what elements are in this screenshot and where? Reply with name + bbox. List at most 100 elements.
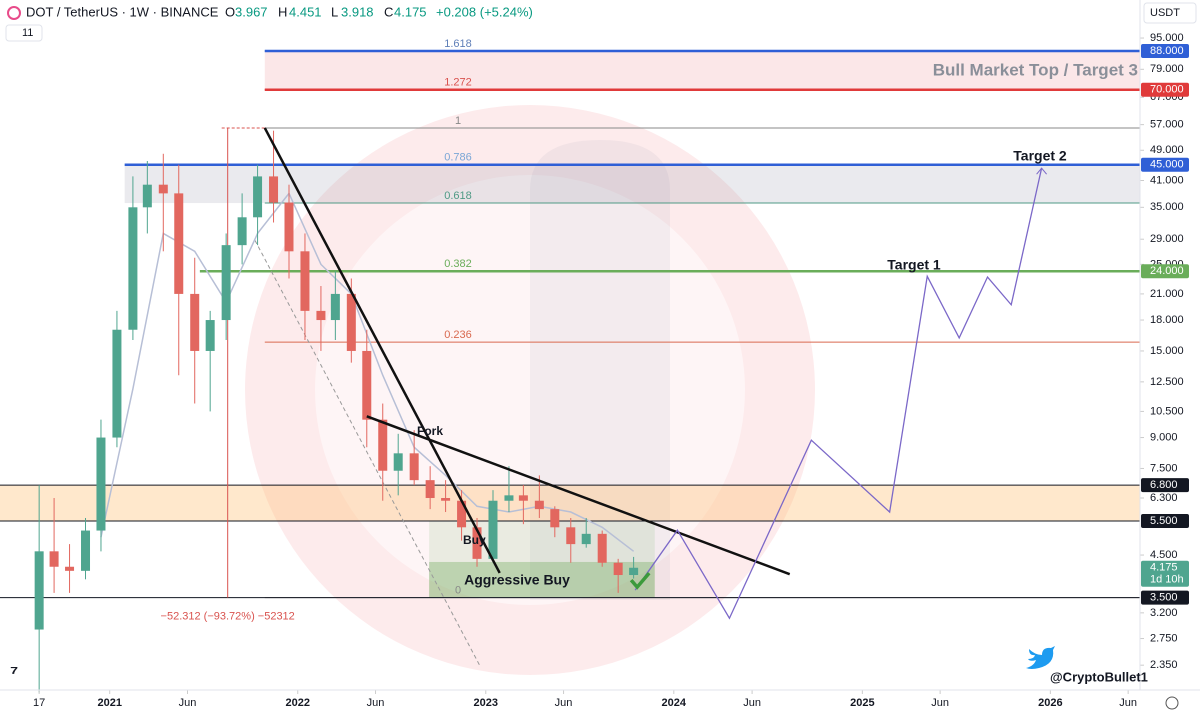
y-tick-label: 9.000 — [1150, 431, 1178, 443]
candle-body — [269, 176, 279, 203]
tv-logo[interactable]: ⁷ — [10, 662, 18, 684]
y-tick-label: 10.500 — [1150, 405, 1184, 417]
candle-body — [613, 562, 623, 576]
candle-body — [221, 245, 231, 321]
x-tick-label: 2021 — [97, 697, 121, 709]
zone — [0, 485, 1140, 522]
overlay: 95.00079.00067.00057.00049.00041.00035.0… — [33, 32, 1189, 709]
candle-body — [550, 509, 560, 528]
annotation: Target 2 — [1013, 148, 1067, 164]
current-price: 4.175 — [1150, 562, 1178, 574]
indicators-toggle[interactable] — [5, 24, 43, 42]
y-tick-label: 29.000 — [1150, 233, 1184, 245]
projection-arrow — [1036, 167, 1047, 175]
watermark-handle: @CryptoBullet1 — [1050, 669, 1148, 684]
candle-body — [34, 551, 44, 630]
x-tick-label: Jun — [367, 697, 385, 709]
x-tick-label: Jun — [931, 697, 949, 709]
y-tick-label: 35.000 — [1150, 201, 1184, 213]
candle-body — [81, 530, 91, 571]
fib-label: 1.618 — [444, 38, 472, 50]
zone — [264, 51, 1140, 90]
y-tick-label: 79.000 — [1150, 63, 1184, 75]
level-tag-label: 6.800 — [1150, 479, 1178, 491]
annotation: Aggressive Buy — [464, 572, 570, 588]
level-tag-label: 24.000 — [1150, 265, 1184, 277]
candle-body — [253, 176, 263, 218]
level-tag-label: 5.500 — [1150, 515, 1178, 527]
x-tick-label: 2023 — [474, 697, 498, 709]
candle-body — [330, 293, 340, 321]
plot-area: 1.618 1.272 1 0.786 0.618 0.382 0.236 0 −52.312 … — [0, 38, 1141, 693]
level-tag-label: 88.000 — [1150, 45, 1184, 57]
candle-body — [566, 527, 576, 545]
dashed-line — [254, 240, 481, 666]
candle-body — [142, 184, 152, 208]
candle-body — [441, 498, 451, 501]
x-tick-label: Jun — [179, 697, 197, 709]
candle-body — [629, 567, 639, 576]
ohlc-change: +0.208 (+5.24%) — [436, 4, 533, 19]
currency[interactable]: USDT — [1150, 7, 1180, 19]
level-tag — [1141, 514, 1189, 529]
candle-body — [112, 329, 122, 438]
candle-body — [158, 184, 168, 194]
level-tag — [1141, 44, 1189, 59]
twitter-icon — [1026, 646, 1055, 669]
annotation: Buy — [463, 533, 486, 547]
trendline — [366, 415, 791, 576]
y-tick-label: 7.500 — [1150, 462, 1178, 474]
x-tick-label: 2026 — [1038, 697, 1062, 709]
fib-label: 0 — [455, 585, 461, 597]
fib-label: 0.382 — [444, 258, 472, 270]
x-tick-label: 2022 — [286, 697, 310, 709]
annotation: Target 1 — [887, 257, 941, 273]
y-tick-label: 18.000 — [1150, 314, 1184, 326]
candle-body — [205, 320, 215, 351]
fib-label: 1 — [455, 115, 461, 127]
level-tag — [1141, 264, 1189, 279]
y-tick-label: 95.000 — [1150, 32, 1184, 44]
y-tick-label: 2.350 — [1150, 659, 1178, 671]
fib-label: 1.272 — [444, 77, 472, 89]
level-tag-label: 70.000 — [1150, 84, 1184, 96]
measure-label: −52.312 (−93.72%) −52312 — [161, 611, 295, 623]
x-tick-label: 2025 — [850, 697, 874, 709]
level-tag-label: 45.000 — [1150, 159, 1184, 171]
x-tick-label: 2024 — [662, 697, 687, 709]
level-tag — [1141, 590, 1189, 605]
y-tick-label: 6.300 — [1150, 492, 1178, 504]
candle-body — [504, 495, 514, 501]
candle-body — [378, 419, 388, 471]
candle-body — [174, 193, 184, 294]
currency-button[interactable] — [1143, 2, 1197, 24]
candle-body — [237, 217, 247, 246]
ohlc-value: 4.451 — [289, 4, 322, 19]
candle-body — [300, 251, 310, 311]
symbol-icon[interactable] — [7, 6, 21, 20]
y-tick-label: 15.000 — [1150, 345, 1184, 357]
x-tick-label: Jun — [1119, 697, 1137, 709]
ohlc-label: O — [225, 4, 235, 19]
check-mark — [629, 571, 651, 590]
ohlc-label: C — [384, 4, 393, 19]
y-tick-label: 2.750 — [1150, 632, 1178, 644]
candle-body — [96, 437, 106, 531]
x-tick-label: 17 — [33, 697, 45, 709]
ohlc-value: 3.967 — [235, 4, 268, 19]
fib-label: 0.618 — [444, 190, 472, 202]
symbol[interactable]: DOT / TetherUS · 1W · BINANCE — [26, 4, 219, 19]
indicators-count[interactable]: 11 — [22, 27, 33, 39]
watermark-circle-inner — [315, 175, 745, 605]
candle-body — [346, 293, 356, 351]
candle-body — [581, 533, 591, 545]
x-tick-label: Jun — [555, 697, 573, 709]
countdown: 1d 10h — [1150, 574, 1184, 586]
settings-icon[interactable] — [1165, 696, 1179, 710]
candle-body — [518, 495, 528, 501]
level-tag — [1141, 82, 1189, 97]
candle-body — [409, 453, 419, 481]
candle-body — [534, 500, 544, 510]
annotation: Fork — [417, 424, 443, 438]
candle-body — [128, 207, 138, 330]
